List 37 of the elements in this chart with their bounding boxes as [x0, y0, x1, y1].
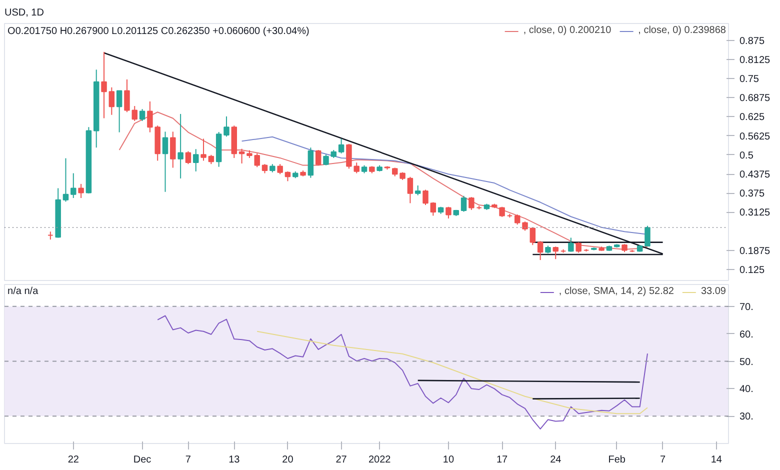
chart-title: USD, 1D: [4, 8, 44, 18]
y-tick-label: 0.6875: [740, 93, 771, 104]
y-tick-label: 30.: [740, 412, 754, 423]
y-tick-label: 0.125: [740, 265, 765, 276]
y-tick-label: 40.: [740, 384, 754, 396]
y-tick-label: 60.: [740, 329, 754, 340]
legend-label: , close, SMA, 14, 2) 52.82: [558, 286, 674, 297]
y-tick-label: 0.625: [740, 112, 765, 124]
y-tick-label: 0.8125: [740, 54, 771, 66]
legend-label: 33.09: [700, 286, 726, 297]
y-tick-label: 0.375: [740, 188, 765, 200]
x-tick-label: 7: [185, 454, 192, 466]
x-tick-label: Dec: [133, 454, 152, 466]
x-tick-label: 13: [228, 454, 240, 466]
legend-label: , close, 0) 0.239868: [638, 25, 726, 36]
x-tick-label: 27: [336, 454, 348, 466]
annotation: O0.201750 H0.267900 L0.201125 C0.262350 +0.060600 (+30.04%): [8, 26, 310, 38]
y-tick-label: 70.: [740, 302, 754, 313]
y-tick-label: 0.75: [740, 74, 760, 86]
y-tick-label: 0.5625: [740, 131, 771, 142]
y-tick-label: 0.3125: [740, 208, 771, 219]
x-tick-label: 10: [442, 454, 454, 466]
legend-label: , close, 0) 0.200210: [523, 25, 612, 36]
x-tick-label: 17: [496, 454, 508, 466]
x-tick-label: Feb: [608, 454, 626, 466]
annotation: n/a n/a: [8, 286, 39, 298]
y-tick-label: 0.1875: [740, 246, 771, 257]
y-tick-label: 0.5: [740, 150, 754, 162]
x-tick-label: 2022: [368, 454, 392, 466]
y-tick-label: 0.4375: [740, 170, 771, 180]
x-tick-label: 14: [710, 454, 722, 466]
y-tick-label: 50.: [740, 356, 754, 368]
y-tick-label: 0.875: [740, 36, 765, 47]
x-tick-label: 7: [660, 454, 666, 466]
x-tick-label: 24: [550, 454, 562, 466]
x-tick-label: 20: [282, 454, 294, 466]
x-tick-label: 22: [68, 454, 80, 466]
